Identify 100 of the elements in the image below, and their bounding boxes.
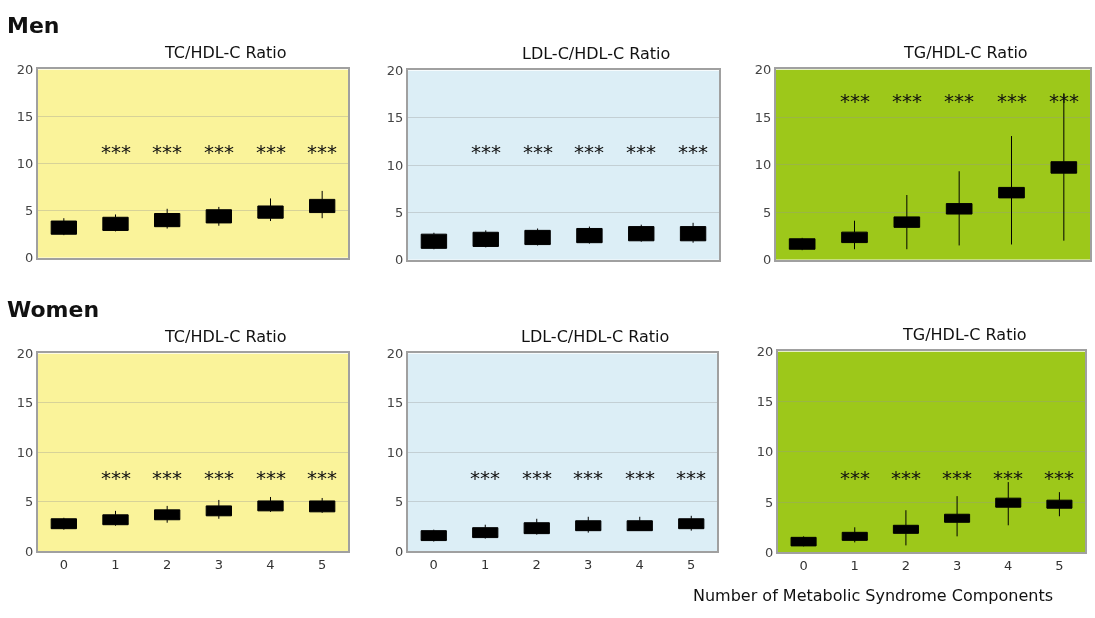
x-tick-label: 1 xyxy=(481,557,490,573)
annotation: *** xyxy=(944,89,974,113)
y-tick-label: 0 xyxy=(25,544,34,559)
candlestick xyxy=(523,518,550,536)
annotation: *** xyxy=(942,466,972,490)
y-tick-label: 5 xyxy=(395,494,404,510)
candlestick xyxy=(626,516,653,532)
candlestick xyxy=(790,535,817,547)
candlestick xyxy=(995,481,1022,526)
annotation: *** xyxy=(307,140,337,164)
annotation: *** xyxy=(626,140,656,164)
candlestick xyxy=(50,217,77,236)
candlestick xyxy=(257,496,284,513)
y-tick-label: 5 xyxy=(395,204,404,220)
annotation: *** xyxy=(993,466,1023,490)
y-tick-label: 20 xyxy=(16,345,34,361)
candlestick xyxy=(102,213,129,232)
annotation: *** xyxy=(891,466,921,490)
candlestick xyxy=(205,499,232,520)
annotation: *** xyxy=(470,466,500,490)
candlestick xyxy=(945,170,973,246)
chart-title: TC/HDL-C Ratio xyxy=(164,327,287,346)
candlestick xyxy=(841,220,868,250)
x-tick-label: 3 xyxy=(584,557,593,573)
x-tick-label: 3 xyxy=(214,557,223,573)
chart-title: TG/HDL-C Ratio xyxy=(902,325,1027,344)
y-tick-label: 0 xyxy=(395,252,404,268)
candlestick xyxy=(893,194,921,250)
candlestick xyxy=(205,206,232,227)
chart-title: TC/HDL-C Ratio xyxy=(164,43,287,62)
y-tick-label: 10 xyxy=(386,157,404,173)
candlestick xyxy=(309,497,336,514)
y-tick-label: 0 xyxy=(763,252,772,268)
candlestick xyxy=(998,135,1025,245)
annotation: *** xyxy=(574,140,604,164)
annotation: *** xyxy=(676,466,706,490)
annotation: *** xyxy=(152,466,182,490)
candlestick xyxy=(50,517,77,531)
x-tick-label: 2 xyxy=(163,557,172,573)
annotation: *** xyxy=(256,140,286,164)
candlestick xyxy=(678,515,705,532)
y-tick-label: 5 xyxy=(763,204,772,220)
x-tick-label: 3 xyxy=(952,558,962,574)
x-tick-label: 2 xyxy=(901,558,911,574)
y-tick-label: 20 xyxy=(16,62,34,77)
candlestick xyxy=(944,495,971,537)
x-tick-label: 2 xyxy=(532,557,541,573)
candlestick xyxy=(892,509,919,546)
candlestick xyxy=(309,190,336,219)
candlestick xyxy=(575,516,602,534)
chart-title: TG/HDL-C Ratio xyxy=(903,43,1028,62)
y-tick-label: 15 xyxy=(756,394,774,410)
x-tick-label: 5 xyxy=(687,557,696,573)
annotation: *** xyxy=(101,140,131,164)
x-tick-label: 1 xyxy=(850,558,859,574)
x-tick-label: 4 xyxy=(635,557,644,573)
y-tick-label: 5 xyxy=(25,494,34,510)
candlestick xyxy=(154,505,181,524)
annotation: *** xyxy=(256,466,286,490)
y-tick-label: 5 xyxy=(765,494,774,510)
annotation: *** xyxy=(840,89,870,113)
candlestick xyxy=(154,208,181,230)
y-tick-label: 5 xyxy=(25,203,34,219)
annotation: *** xyxy=(152,140,182,164)
chart-title: LDL-C/HDL-C Ratio xyxy=(522,44,671,63)
y-tick-label: 15 xyxy=(386,395,404,411)
y-tick-label: 20 xyxy=(386,345,404,361)
y-tick-label: 10 xyxy=(756,444,774,460)
annotation: *** xyxy=(471,140,501,164)
y-tick-label: 15 xyxy=(386,110,404,126)
y-tick-label: 10 xyxy=(386,444,404,460)
y-tick-label: 15 xyxy=(754,109,772,125)
chart-title: LDL-C/HDL-C Ratio xyxy=(521,327,670,346)
y-tick-label: 20 xyxy=(756,343,774,359)
annotation: *** xyxy=(625,466,655,490)
candlestick xyxy=(102,510,129,527)
candlestick xyxy=(1046,491,1073,517)
y-tick-label: 15 xyxy=(16,109,34,125)
x-tick-label: 0 xyxy=(429,557,438,573)
y-tick-label: 10 xyxy=(16,444,34,460)
y-tick-label: 0 xyxy=(765,544,774,560)
y-tick-label: 10 xyxy=(16,156,34,172)
annotation: *** xyxy=(573,466,603,490)
x-axis-title: Number of Metabolic Syndrome Components xyxy=(693,586,1053,605)
x-tick-label: 5 xyxy=(318,557,327,573)
candlestick xyxy=(841,526,868,543)
x-tick-label: 0 xyxy=(799,558,808,574)
candlestick xyxy=(788,237,816,251)
y-tick-label: 20 xyxy=(754,62,772,77)
annotation: *** xyxy=(997,89,1027,113)
annotation: *** xyxy=(204,466,234,490)
annotation: *** xyxy=(522,466,552,490)
candlestick xyxy=(257,197,284,222)
x-tick-label: 4 xyxy=(1004,558,1013,574)
y-tick-label: 0 xyxy=(25,250,34,266)
candlestick xyxy=(472,524,499,540)
annotation: *** xyxy=(1044,466,1074,490)
x-tick-label: 4 xyxy=(266,557,275,573)
text: Women xyxy=(7,297,100,322)
y-tick-label: 15 xyxy=(16,395,34,411)
